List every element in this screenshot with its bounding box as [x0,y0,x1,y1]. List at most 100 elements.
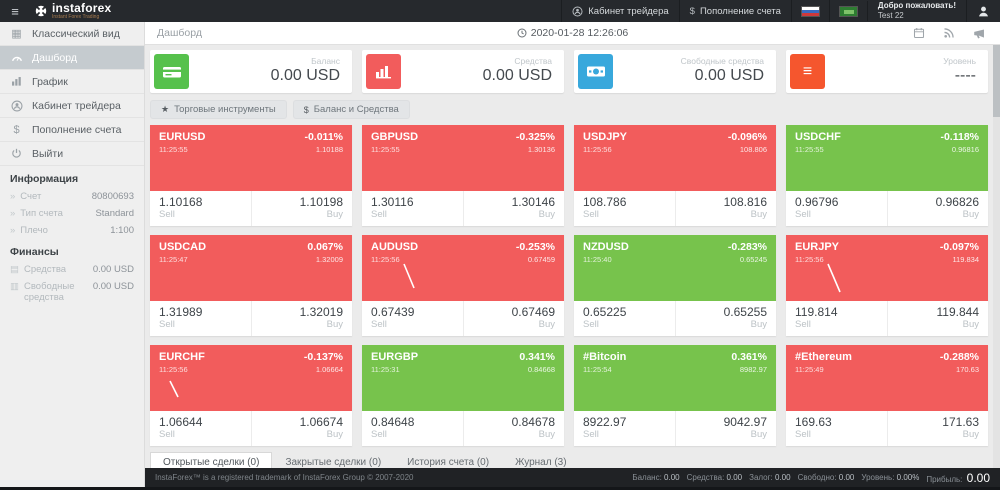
rss-icon[interactable] [943,27,955,40]
finance-label: Свободные средства [24,281,82,303]
finance-row-equity: ▤Средства 0.00 USD [0,261,144,278]
tile-eurgbp[interactable]: EURGBP11:25:31 0.341%0.84668 0.84648Sell… [362,345,564,446]
sidebar-item-chart[interactable]: График [0,70,144,94]
sidebar-item-logout[interactable]: Выйти [0,142,144,166]
button-label: Торговые инструменты [174,104,276,115]
sell-button[interactable]: 0.67439Sell [362,301,464,336]
buy-button[interactable]: 0.65255Buy [676,301,777,336]
quote-time: 11:25:40 [583,255,629,264]
buy-button[interactable]: 1.32019Buy [252,301,353,336]
sidebar-item-trader-cabinet[interactable]: Кабинет трейдера [0,94,144,118]
sidebar-item-label: График [32,76,68,88]
sell-button[interactable]: 0.96796Sell [786,191,888,226]
buy-price: 0.65255 [685,305,768,319]
sell-price: 0.84648 [371,415,454,429]
sell-button[interactable]: 108.786Sell [574,191,676,226]
buy-button[interactable]: 1.06674Buy [252,411,353,446]
free-margin-value: 0.00 USD [613,67,764,85]
sell-button[interactable]: 0.65225Sell [574,301,676,336]
last-price: 170.63 [940,365,979,374]
tile-bitcoin[interactable]: #Bitcoin11:25:54 0.361%8982.97 8922.97Se… [574,345,776,446]
quote-time: 11:25:31 [371,365,418,374]
buy-button[interactable]: 171.63Buy [888,411,989,446]
info-label: Тип счета [20,208,63,219]
tile-eurjpy[interactable]: EURJPY11:25:56 -0.097%119.834 119.814Sel… [786,235,988,336]
quote-time: 11:25:49 [795,365,852,374]
server-datetime: 2020-01-28 12:26:06 [145,27,1000,39]
buy-button[interactable]: 0.96826Buy [888,191,989,226]
banknote-icon [578,54,613,89]
header-deposit[interactable]: $ Пополнение счета [679,0,791,22]
tile-nzdusd[interactable]: NZDUSD11:25:40 -0.283%0.65245 0.65225Sel… [574,235,776,336]
buy-button[interactable]: 119.844Buy [888,301,989,336]
buy-button[interactable]: 0.67469Buy [464,301,565,336]
chevron-icon: » [10,225,15,236]
sell-label: Sell [795,209,878,220]
avatar[interactable] [966,0,1000,22]
instrument-symbol: USDJPY [583,131,627,143]
buy-button[interactable]: 0.84678Buy [464,411,565,446]
sell-button[interactable]: 1.06644Sell [150,411,252,446]
sidebar-item-deposit[interactable]: $ Пополнение счета [0,118,144,142]
tile-usdcad[interactable]: USDCAD11:25:47 0.067%1.32009 1.31989Sell… [150,235,352,336]
info-row-account: »Счет 80800693 [0,188,144,205]
sidebar-item-classic-view[interactable]: ▦ Классический вид [0,22,144,46]
change-percent: -0.097% [940,241,979,253]
brand-tagline: Instant Forex Trading [52,15,111,20]
buy-button[interactable]: 1.10198Buy [252,191,353,226]
tile-gbpusd[interactable]: GBPUSD11:25:55 -0.325%1.30136 1.30116Sel… [362,125,564,226]
change-percent: -0.288% [940,351,979,363]
sell-button[interactable]: 0.84648Sell [362,411,464,446]
sparkline [826,262,842,299]
finance-row-free-margin: ▥Свободные средства 0.00 USD [0,278,144,306]
sell-button[interactable]: 1.10168Sell [150,191,252,226]
last-price: 1.06664 [304,365,343,374]
last-price: 8982.97 [731,365,767,374]
change-percent: -0.011% [304,131,343,143]
scrollbar-thumb[interactable] [993,45,1000,117]
buy-button[interactable]: 9042.97Buy [676,411,777,446]
change-percent: 0.341% [519,351,555,363]
buy-button[interactable]: 1.30146Buy [464,191,565,226]
sidebar-item-dashboard[interactable]: Дашборд [0,46,144,70]
tile-audusd[interactable]: AUDUSD11:25:56 -0.253%0.67459 0.67439Sel… [362,235,564,336]
account-type: Standard [95,208,134,219]
account-number: 80800693 [92,191,134,202]
hamburger-menu-icon[interactable]: ≡ [0,0,30,22]
welcome-block: Добро пожаловать! Test 22 [867,1,966,21]
instrument-symbol: #Bitcoin [583,351,626,363]
instrument-symbol: GBPUSD [371,131,418,143]
sell-label: Sell [583,319,666,330]
sell-button[interactable]: 8922.97Sell [574,411,676,446]
tile-eurchf[interactable]: EURCHF11:25:56 -0.137%1.06664 1.06644Sel… [150,345,352,446]
tile-ethereum[interactable]: #Ethereum11:25:49 -0.288%170.63 169.63Se… [786,345,988,446]
tile-usdchf[interactable]: USDCHF11:25:55 -0.118%0.96816 0.96796Sel… [786,125,988,226]
level-value: ---- [825,67,976,85]
trading-instruments-button[interactable]: ★ Торговые инструменты [150,100,287,119]
language-russian[interactable] [791,0,829,22]
sell-price: 0.65225 [583,305,666,319]
user-circle-icon [10,100,23,112]
tile-eurusd[interactable]: EURUSD11:25:55 -0.011%1.10188 1.10168Sel… [150,125,352,226]
header-trader-cabinet[interactable]: Кабинет трейдера [561,0,678,22]
change-percent: -0.137% [304,351,343,363]
tile-usdjpy[interactable]: USDJPY11:25:56 -0.096%108.806 108.786Sel… [574,125,776,226]
info-section-title: Информация [0,166,144,188]
calendar-icon[interactable] [913,27,925,40]
vertical-scrollbar[interactable] [993,45,1000,487]
logo[interactable]: instaforex Instant Forex Trading [34,2,111,20]
sell-button[interactable]: 1.30116Sell [362,191,464,226]
change-percent: -0.283% [728,241,767,253]
change-percent: 0.067% [307,241,343,253]
quote-time: 11:25:54 [583,365,626,374]
last-price: 0.84668 [519,365,555,374]
copyright-text: InstaForex™ is a registered trademark of… [155,473,413,482]
megaphone-icon[interactable] [973,27,986,40]
currency-selector[interactable] [829,0,867,22]
sell-button[interactable]: 169.63Sell [786,411,888,446]
buy-button[interactable]: 108.816Buy [676,191,777,226]
sell-price: 1.06644 [159,415,242,429]
balance-funds-button[interactable]: $ Баланс и Средства [293,100,410,119]
sell-button[interactable]: 119.814Sell [786,301,888,336]
sell-button[interactable]: 1.31989Sell [150,301,252,336]
